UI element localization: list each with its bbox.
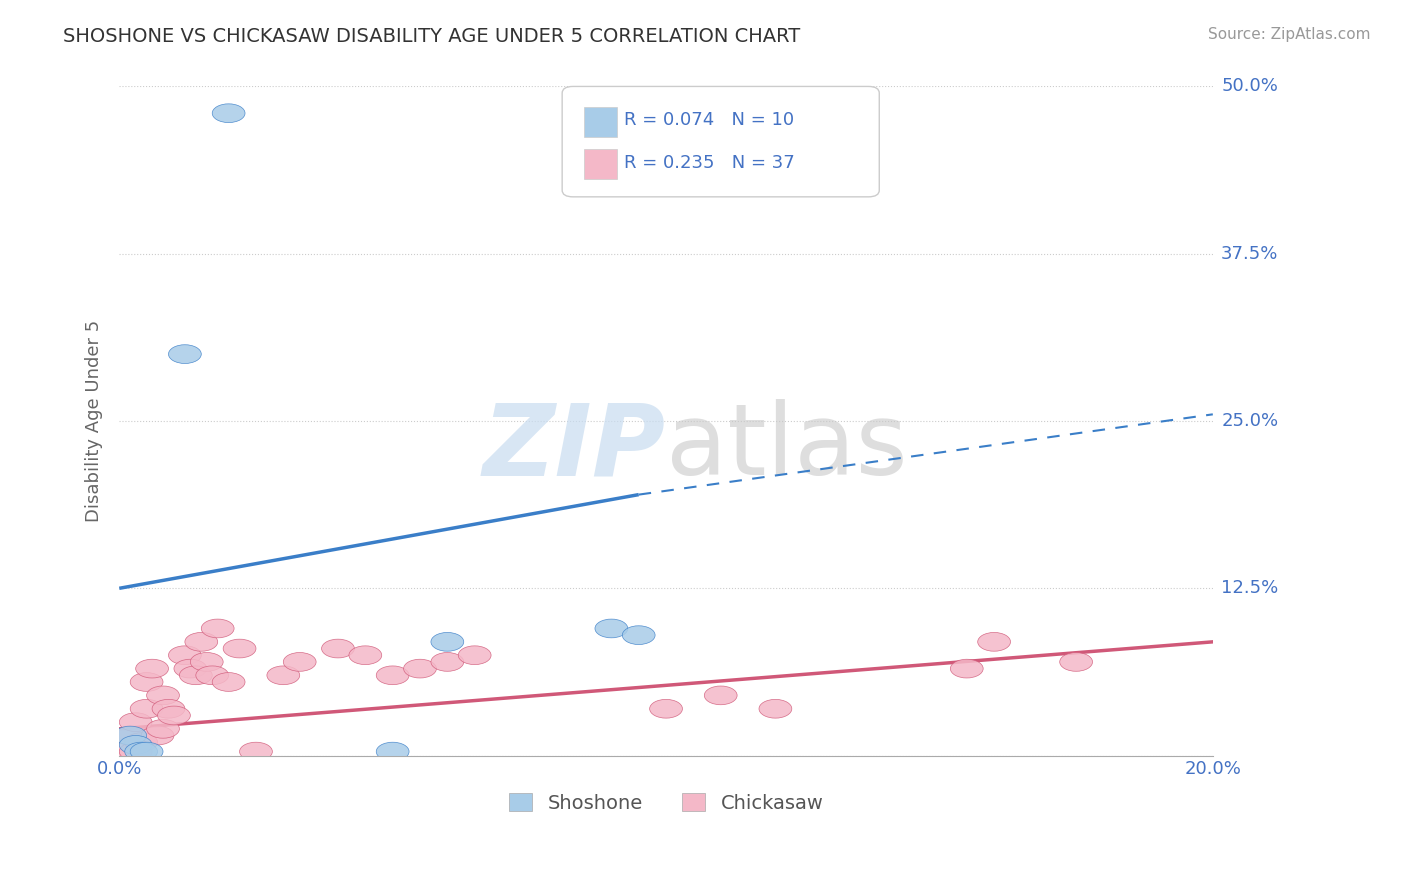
Ellipse shape (174, 659, 207, 678)
Ellipse shape (430, 632, 464, 651)
Ellipse shape (114, 726, 146, 745)
Text: 12.5%: 12.5% (1222, 579, 1278, 598)
Ellipse shape (146, 686, 180, 705)
FancyBboxPatch shape (583, 149, 617, 178)
Text: 37.5%: 37.5% (1222, 244, 1278, 263)
Ellipse shape (623, 626, 655, 645)
Text: SHOSHONE VS CHICKASAW DISABILITY AGE UNDER 5 CORRELATION CHART: SHOSHONE VS CHICKASAW DISABILITY AGE UND… (63, 27, 800, 45)
Ellipse shape (704, 686, 737, 705)
Ellipse shape (141, 726, 174, 745)
Ellipse shape (184, 632, 218, 651)
Text: 25.0%: 25.0% (1222, 412, 1278, 430)
Ellipse shape (125, 733, 157, 752)
Ellipse shape (404, 659, 436, 678)
Ellipse shape (146, 720, 180, 739)
Ellipse shape (430, 653, 464, 672)
FancyBboxPatch shape (583, 106, 617, 136)
Ellipse shape (377, 742, 409, 761)
Ellipse shape (595, 619, 627, 638)
Ellipse shape (283, 653, 316, 672)
Ellipse shape (201, 619, 233, 638)
Ellipse shape (322, 640, 354, 658)
Y-axis label: Disability Age Under 5: Disability Age Under 5 (86, 320, 103, 522)
Ellipse shape (120, 736, 152, 755)
Text: Source: ZipAtlas.com: Source: ZipAtlas.com (1208, 27, 1371, 42)
Text: R = 0.235   N = 37: R = 0.235 N = 37 (624, 154, 796, 172)
Ellipse shape (120, 742, 152, 761)
Ellipse shape (349, 646, 381, 665)
Ellipse shape (125, 742, 157, 761)
Text: ZIP: ZIP (484, 400, 666, 496)
Ellipse shape (1060, 653, 1092, 672)
Ellipse shape (977, 632, 1011, 651)
Ellipse shape (131, 699, 163, 718)
Ellipse shape (195, 666, 229, 685)
Text: atlas: atlas (666, 400, 908, 496)
Ellipse shape (180, 666, 212, 685)
Text: R = 0.074   N = 10: R = 0.074 N = 10 (624, 111, 794, 129)
Ellipse shape (458, 646, 491, 665)
Ellipse shape (212, 103, 245, 122)
Ellipse shape (190, 653, 224, 672)
Legend: Shoshone, Chickasaw: Shoshone, Chickasaw (509, 793, 824, 813)
Ellipse shape (135, 659, 169, 678)
Ellipse shape (114, 726, 146, 745)
Ellipse shape (108, 742, 141, 761)
Ellipse shape (267, 666, 299, 685)
Text: 50.0%: 50.0% (1222, 78, 1278, 95)
Ellipse shape (759, 699, 792, 718)
Ellipse shape (950, 659, 983, 678)
Ellipse shape (169, 344, 201, 363)
Ellipse shape (131, 673, 163, 691)
Ellipse shape (169, 646, 201, 665)
Ellipse shape (377, 666, 409, 685)
Ellipse shape (131, 742, 163, 761)
Ellipse shape (152, 699, 184, 718)
Ellipse shape (212, 673, 245, 691)
FancyBboxPatch shape (562, 87, 879, 197)
Ellipse shape (120, 713, 152, 731)
Ellipse shape (157, 706, 190, 725)
Ellipse shape (239, 742, 273, 761)
Ellipse shape (650, 699, 682, 718)
Ellipse shape (224, 640, 256, 658)
